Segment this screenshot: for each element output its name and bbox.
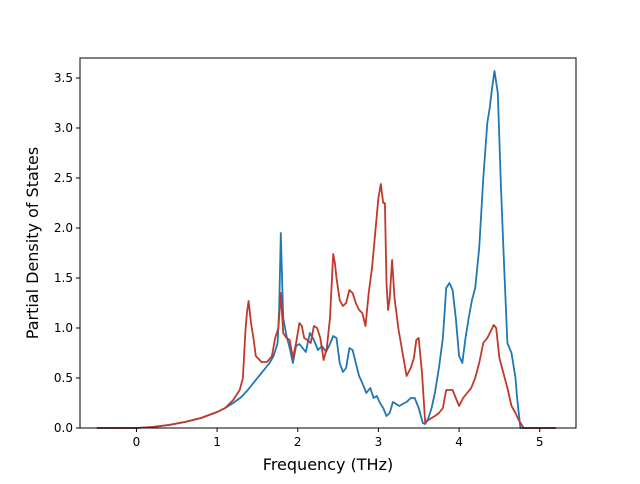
- x-tick-label: 4: [455, 435, 463, 449]
- y-tick-label: 3.5: [54, 71, 73, 85]
- y-tick-label: 1.0: [54, 321, 73, 335]
- y-tick-label: 2.5: [54, 171, 73, 185]
- y-tick-label: 0.5: [54, 371, 73, 385]
- x-axis-ticks: 0 1 2 3 4 5: [133, 428, 544, 449]
- series-line-2: [96, 183, 556, 429]
- x-tick-label: 0: [133, 435, 141, 449]
- plot-frame: [79, 57, 577, 429]
- x-tick-label: 3: [375, 435, 383, 449]
- plot-area: [80, 58, 576, 428]
- x-tick-label: 2: [294, 435, 302, 449]
- x-axis-title: Frequency (THz): [263, 455, 393, 474]
- y-tick-label: 2.0: [54, 221, 73, 235]
- y-tick-label: 1.5: [54, 271, 73, 285]
- y-tick-label: 3.0: [54, 121, 73, 135]
- y-axis-ticks: 0.0 0.5 1.0 1.5 2.0 2.5 3.0 3.5: [54, 71, 80, 435]
- y-axis-title: Partial Density of States: [23, 147, 42, 339]
- series-layer: [96, 70, 556, 429]
- series-line-1: [96, 70, 556, 429]
- x-tick-label: 5: [536, 435, 544, 449]
- x-tick-label: 1: [213, 435, 221, 449]
- y-tick-label: 0.0: [54, 421, 73, 435]
